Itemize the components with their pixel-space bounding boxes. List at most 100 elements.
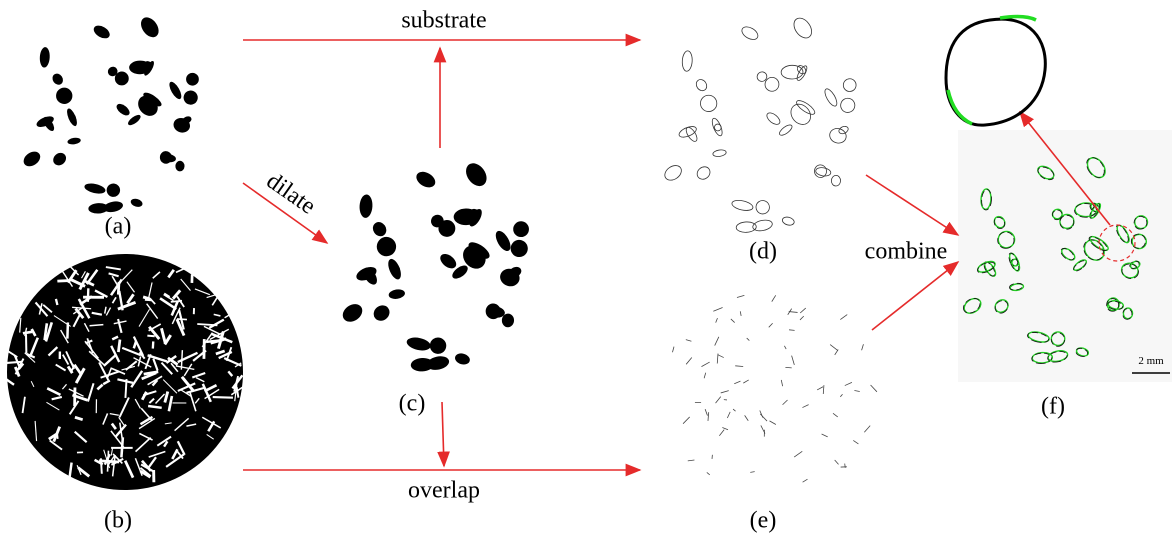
fragment (701, 362, 709, 367)
outline (700, 95, 716, 111)
fragment (769, 323, 773, 327)
arrow-label: overlap (408, 478, 480, 504)
particle (359, 194, 373, 218)
zoomed-outline (946, 19, 1045, 125)
outline (778, 123, 794, 137)
particle (462, 159, 491, 190)
arrow (866, 175, 958, 235)
particle (39, 47, 50, 68)
outline (736, 221, 757, 232)
outline (682, 51, 693, 72)
scale-label: 2 mm (1138, 355, 1164, 367)
fragment (770, 421, 776, 425)
fragment (707, 472, 710, 474)
fragment (718, 355, 724, 358)
fragment (686, 340, 692, 342)
particle (84, 182, 107, 195)
outline (831, 175, 841, 186)
particle (513, 221, 529, 237)
fragment (688, 460, 695, 461)
fragment (745, 415, 749, 420)
fragment (735, 366, 743, 367)
particle (65, 107, 79, 127)
particle (92, 23, 112, 41)
particle (371, 302, 393, 324)
fragment (721, 391, 729, 393)
fragment (750, 472, 754, 473)
gap (171, 301, 182, 302)
outline (781, 216, 795, 227)
particle (438, 251, 459, 271)
outline (795, 98, 817, 117)
fragment (734, 381, 740, 384)
figure: 2 mm (a) (b) (c) (d) (e) (f) substrate d… (0, 0, 1172, 546)
outline (740, 24, 760, 42)
gap (147, 336, 154, 337)
particle (137, 14, 162, 40)
fragment (822, 434, 828, 437)
particle (405, 335, 431, 352)
gap (99, 461, 119, 462)
particle (370, 219, 389, 238)
fragment (789, 330, 795, 331)
fragment (717, 354, 718, 364)
fragment (864, 426, 870, 433)
particle (102, 200, 123, 214)
panel-graphics (0, 14, 1172, 490)
outline (694, 77, 709, 92)
fragment (737, 295, 744, 297)
fragment (840, 394, 842, 397)
fragment (783, 400, 788, 405)
particle (339, 300, 365, 325)
particle (126, 113, 142, 127)
outline (838, 96, 857, 115)
particle (104, 181, 123, 200)
outline (765, 111, 782, 127)
particle (50, 72, 65, 87)
outline (781, 65, 803, 79)
gap (56, 299, 57, 305)
arrow-label: dilate (262, 168, 321, 220)
particle (454, 352, 471, 366)
outline (755, 70, 768, 83)
fragment (761, 425, 765, 433)
arrow-label: substrate (401, 8, 486, 34)
outline (843, 78, 856, 91)
particle (388, 288, 406, 300)
particle (508, 237, 531, 260)
fragment (743, 380, 748, 383)
fragment (803, 479, 808, 482)
particle (115, 102, 132, 118)
fragment (719, 430, 724, 436)
arrow (442, 402, 444, 466)
gap (213, 397, 233, 398)
fragment (705, 409, 707, 415)
fragment (784, 346, 786, 349)
arrow-label: combine (865, 239, 948, 265)
fragment (800, 308, 806, 313)
fragment (727, 412, 730, 418)
particle (167, 80, 184, 101)
fragment (731, 319, 735, 323)
fragment (854, 391, 859, 392)
fragment (781, 380, 782, 386)
particle (427, 334, 450, 357)
fragment (862, 344, 864, 350)
aggregate-disc (7, 254, 243, 490)
panel-label: (b) (104, 508, 132, 534)
fragment (792, 356, 795, 365)
fragment (672, 347, 674, 353)
outline (695, 164, 713, 182)
particle (51, 150, 69, 168)
fragment (722, 428, 728, 430)
fragment (733, 409, 735, 411)
fragment (747, 338, 750, 340)
fragment (853, 440, 858, 444)
panel-label: (f) (1041, 394, 1065, 420)
fragment (800, 316, 804, 320)
outline (662, 163, 684, 184)
fragment (835, 460, 839, 464)
fragment (713, 307, 722, 311)
gap (118, 282, 119, 295)
particle (186, 73, 199, 86)
